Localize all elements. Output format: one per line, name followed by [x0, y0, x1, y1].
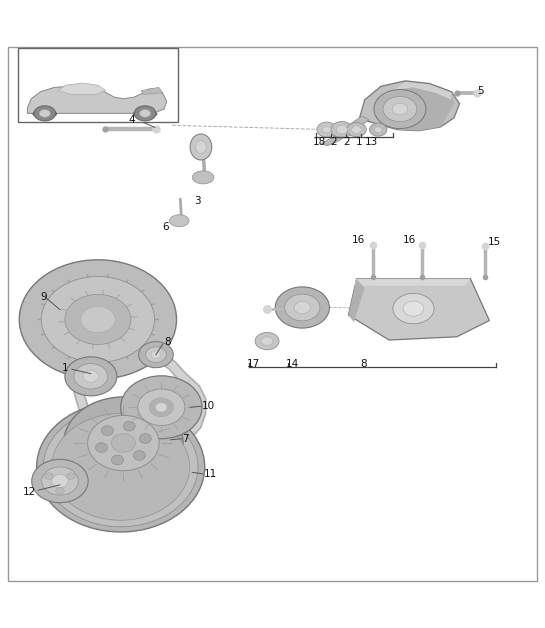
Ellipse shape [120, 376, 202, 439]
Text: 16: 16 [403, 236, 416, 246]
Ellipse shape [403, 301, 424, 316]
Ellipse shape [192, 171, 214, 184]
Ellipse shape [23, 269, 146, 362]
Ellipse shape [112, 434, 135, 452]
Text: 18: 18 [313, 136, 326, 146]
Ellipse shape [33, 110, 57, 117]
Ellipse shape [151, 351, 161, 359]
Ellipse shape [261, 337, 273, 345]
Ellipse shape [374, 90, 426, 129]
Ellipse shape [112, 455, 124, 465]
Ellipse shape [140, 434, 152, 443]
Ellipse shape [51, 475, 69, 487]
Text: 11: 11 [204, 469, 217, 479]
Text: 4: 4 [128, 115, 135, 125]
Ellipse shape [336, 126, 347, 134]
Polygon shape [381, 82, 451, 100]
FancyBboxPatch shape [17, 48, 178, 121]
Ellipse shape [255, 332, 279, 350]
Ellipse shape [374, 127, 382, 133]
Text: 2: 2 [343, 136, 349, 146]
Ellipse shape [134, 450, 146, 460]
Text: 13: 13 [365, 136, 378, 146]
Text: 12: 12 [23, 487, 37, 497]
Ellipse shape [44, 407, 198, 527]
Ellipse shape [275, 287, 329, 328]
Ellipse shape [146, 347, 166, 362]
Ellipse shape [74, 364, 108, 389]
Text: 3: 3 [195, 196, 201, 206]
Polygon shape [141, 87, 163, 94]
Ellipse shape [39, 109, 50, 117]
Ellipse shape [133, 110, 157, 117]
Ellipse shape [284, 294, 320, 321]
Ellipse shape [64, 397, 183, 489]
Ellipse shape [149, 398, 173, 417]
Ellipse shape [81, 306, 115, 333]
Text: 1: 1 [356, 136, 362, 146]
Ellipse shape [123, 421, 135, 431]
Ellipse shape [331, 121, 353, 138]
Polygon shape [359, 81, 459, 131]
Ellipse shape [52, 414, 190, 520]
Ellipse shape [196, 141, 207, 153]
Text: 5: 5 [477, 85, 484, 95]
Ellipse shape [190, 134, 212, 160]
Ellipse shape [66, 473, 75, 479]
Ellipse shape [95, 443, 107, 452]
Text: 16: 16 [352, 236, 365, 246]
Text: 10: 10 [202, 401, 215, 411]
Ellipse shape [138, 342, 173, 367]
Text: 2: 2 [330, 136, 337, 146]
Ellipse shape [383, 96, 417, 122]
Ellipse shape [32, 459, 88, 502]
Polygon shape [58, 83, 106, 94]
Ellipse shape [65, 295, 131, 345]
Ellipse shape [41, 276, 155, 362]
Text: 7: 7 [183, 434, 189, 444]
Polygon shape [354, 279, 470, 286]
Ellipse shape [393, 293, 434, 324]
Ellipse shape [392, 103, 408, 115]
Ellipse shape [41, 467, 78, 495]
Polygon shape [348, 279, 365, 322]
Ellipse shape [37, 402, 205, 532]
Ellipse shape [317, 122, 336, 138]
Text: 8: 8 [164, 337, 171, 347]
Ellipse shape [45, 473, 53, 479]
Ellipse shape [19, 260, 177, 379]
Polygon shape [19, 269, 90, 355]
Ellipse shape [169, 215, 189, 227]
Ellipse shape [347, 122, 366, 137]
Ellipse shape [83, 371, 99, 382]
Text: 9: 9 [40, 291, 47, 301]
Ellipse shape [323, 126, 331, 133]
Ellipse shape [134, 106, 156, 121]
Polygon shape [145, 341, 161, 368]
Text: 8: 8 [360, 359, 367, 369]
Ellipse shape [370, 123, 387, 136]
Text: 15: 15 [488, 237, 501, 247]
Ellipse shape [101, 426, 113, 436]
Ellipse shape [65, 357, 117, 396]
Polygon shape [381, 82, 454, 131]
Ellipse shape [138, 389, 185, 426]
Text: 17: 17 [246, 359, 260, 369]
Ellipse shape [88, 415, 159, 471]
Ellipse shape [34, 106, 56, 121]
Ellipse shape [156, 403, 167, 412]
Text: 1: 1 [62, 363, 69, 373]
Ellipse shape [56, 487, 64, 494]
Ellipse shape [294, 301, 311, 313]
Polygon shape [27, 86, 167, 114]
Ellipse shape [140, 109, 150, 117]
Ellipse shape [352, 126, 361, 133]
Polygon shape [348, 279, 489, 340]
Text: 14: 14 [286, 359, 299, 369]
Polygon shape [322, 116, 369, 146]
Text: 6: 6 [162, 222, 168, 232]
